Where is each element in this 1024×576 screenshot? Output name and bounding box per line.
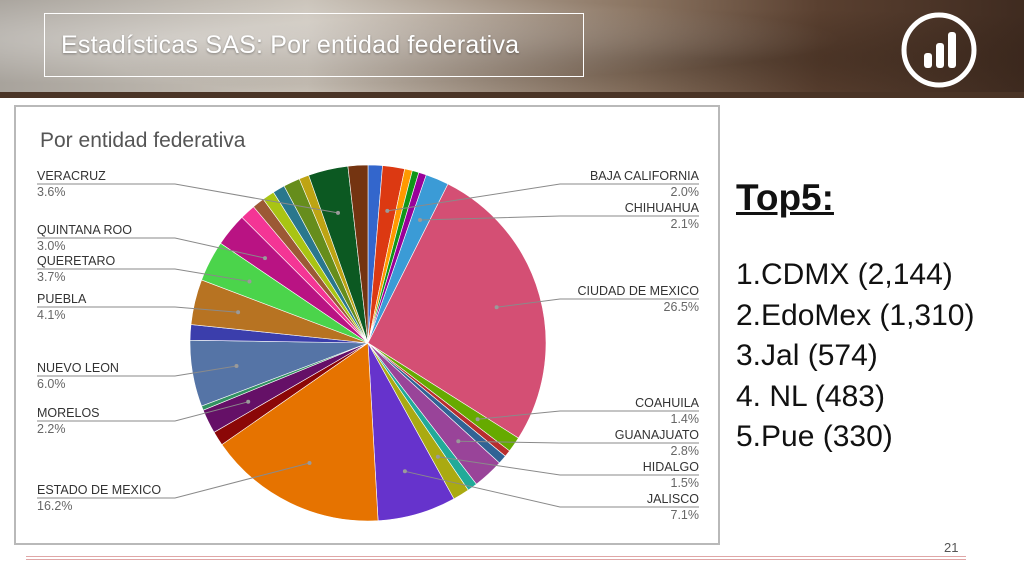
leader-line-queretaro [37,268,250,282]
leader-dot-morelos [246,399,251,404]
leader-dot-quintana-roo [263,256,267,261]
leader-dot-hidalgo [435,454,440,459]
top5-item-3: 3.Jal (574) [736,339,878,372]
slice-label-jalisco: JALISCO [647,492,699,506]
leader-line-nuevo-leon [37,365,237,377]
slice-label-puebla: PUEBLA [37,292,87,306]
leader-line-ciudad-de-mexico [496,298,699,308]
page-number: 21 [944,540,959,555]
leader-dot-chihuahua [418,218,422,222]
top5-panel: Top5: 1.CDMX (2,144) 2.EdoMex (1,310) 3.… [736,177,974,458]
slide-title: Estadísticas SAS: Por entidad federativa [61,30,520,59]
slice-percent-jalisco: 7.1% [671,508,700,522]
slice-percent-nuevo-leon: 6.0% [37,377,66,391]
header-background-photo [0,0,1024,98]
slice-label-hidalgo: HIDALGO [643,460,700,474]
top5-item-4: 4. NL (483) [736,379,885,413]
leader-line-baja-california [387,183,699,212]
leader-dot-nuevo-leon [234,364,239,368]
leader-dot-puebla [236,310,241,315]
slice-percent-puebla: 4.1% [37,308,66,322]
slice-percent-ciudad-de-mexico: 26.5% [664,300,699,314]
leader-dot-estado-de-mexico [307,461,312,465]
slice-percent-guanajuato: 2.8% [671,444,700,458]
leader-line-morelos [37,401,249,422]
pie-slice-slice-30 [347,164,369,344]
slice-label-chihuahua: CHIHUAHUA [625,201,700,215]
slide-header: Estadísticas SAS: Por entidad federativa [0,0,1024,98]
top5-item-2: 2.EdoMex (1,310) [736,298,975,332]
slice-percent-coahuila: 1.4% [671,412,700,426]
leader-dot-ciudad-de-mexico [494,305,499,310]
leader-dot-coahuila [475,417,480,422]
leader-line-quintana-roo [37,237,266,259]
footer-divider [26,556,966,560]
slice-label-morelos: MORELOS [37,406,100,420]
slice-percent-morelos: 2.2% [37,422,66,436]
leader-line-jalisco [404,470,699,508]
slice-percent-queretaro: 3.7% [37,270,66,284]
slice-percent-chihuahua: 2.1% [671,217,700,231]
slice-percent-quintana-roo: 3.0% [37,239,66,253]
leader-dot-guanajuato [456,439,461,444]
leader-line-chihuahua [419,215,699,221]
pie-slice-ciudad-de-mexico [367,183,547,439]
slice-label-estado-de-mexico: ESTADO DE MEXICO [37,483,161,497]
slice-label-coahuila: COAHUILA [635,396,700,410]
leader-dot-queretaro [247,279,252,284]
slice-label-guanajuato: GUANAJUATO [615,428,700,442]
leader-line-estado-de-mexico [37,462,310,499]
leader-line-guanajuato [458,440,699,444]
header-bottom-strip [0,92,1024,98]
bar-chart-icon [901,12,977,88]
top5-heading: Top5: [736,177,834,218]
slice-label-baja-california: BAJA CALIFORNIA [590,169,700,183]
leader-dot-jalisco [402,469,407,474]
slice-label-ciudad-de-mexico: CIUDAD DE MEXICO [577,284,699,298]
slice-label-queretaro: QUERETARO [37,254,116,268]
slice-percent-hidalgo: 1.5% [671,476,700,490]
leader-dot-veracruz [336,210,340,215]
slice-label-nuevo-leon: NUEVO LEON [37,361,119,375]
slice-percent-estado-de-mexico: 16.2% [37,499,72,513]
leader-line-hidalgo [437,456,699,476]
slide-title-box: Estadísticas SAS: Por entidad federativa [44,13,584,77]
top5-item-1: 1.CDMX (2,144) [736,258,953,291]
slice-percent-veracruz: 3.6% [37,185,66,199]
leader-line-coahuila [477,410,699,420]
pie-slice-estado-de-mexico [221,342,379,522]
leader-line-puebla [37,306,239,313]
leader-dot-baja-california [385,208,390,213]
slice-percent-baja-california: 2.0% [671,185,700,199]
slice-label-quintana-roo: QUINTANA ROO [37,223,132,237]
top5-item-5: 5.Pue (330) [736,420,893,453]
slice-label-veracruz: VERACRUZ [37,169,106,183]
chart-title: Por entidad federativa [40,129,246,152]
leader-line-veracruz [37,183,339,214]
